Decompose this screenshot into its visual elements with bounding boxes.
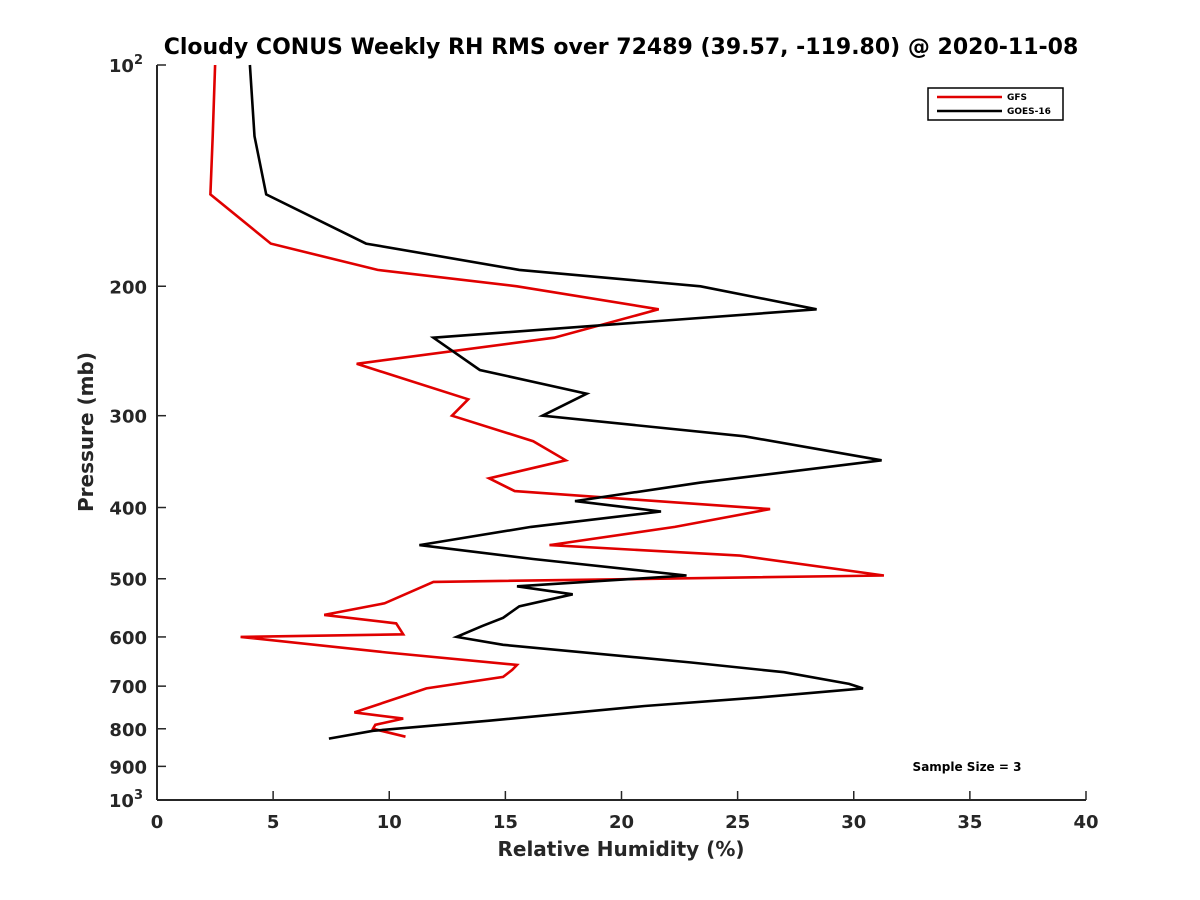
series-line-goes16 xyxy=(248,64,882,740)
x-tick-label: 30 xyxy=(841,812,866,833)
y-ticks: 102 200 300 400 500 600 700 800 900 103 xyxy=(109,53,166,812)
x-tick-label: 0 xyxy=(151,812,164,833)
y-tick-label: 103 xyxy=(109,788,143,812)
y-tick-label: 800 xyxy=(109,720,147,741)
y-tick-label: 700 xyxy=(109,677,147,698)
series-layer xyxy=(209,64,885,740)
x-tick-label: 5 xyxy=(267,812,280,833)
x-tick-label: 20 xyxy=(609,812,634,833)
y-tick-label: 400 xyxy=(109,499,147,520)
x-tick-label: 25 xyxy=(725,812,750,833)
y-tick-label: 900 xyxy=(109,757,147,778)
y-tick-label: 102 xyxy=(109,53,143,77)
sample-size-annotation: Sample Size = 3 xyxy=(913,760,1022,774)
y-tick-label: 600 xyxy=(109,628,147,649)
legend-label-gfs: GFS xyxy=(1007,93,1027,103)
y-axis-label: Pressure (mb) xyxy=(74,352,98,512)
x-ticks: 0 5 10 15 20 25 30 35 40 xyxy=(151,791,1099,833)
legend: GFS GOES-16 xyxy=(927,87,1064,121)
x-tick-label: 15 xyxy=(493,812,518,833)
chart-title: Cloudy CONUS Weekly RH RMS over 72489 (3… xyxy=(164,35,1079,60)
y-tick-label: 200 xyxy=(109,277,147,298)
x-tick-label: 10 xyxy=(377,812,402,833)
x-tick-label: 35 xyxy=(957,812,982,833)
y-tick-label: 500 xyxy=(109,570,147,591)
plot-area: 0 5 10 15 20 25 30 35 40 102 200 300 400 500 600 700 80… xyxy=(109,53,1099,833)
legend-label-goes16: GOES-16 xyxy=(1007,107,1051,117)
x-axis-label: Relative Humidity (%) xyxy=(497,837,744,861)
series-line-gfs xyxy=(209,64,885,738)
legend-box xyxy=(927,87,1064,121)
y-tick-label: 300 xyxy=(109,407,147,428)
x-tick-label: 40 xyxy=(1073,812,1098,833)
